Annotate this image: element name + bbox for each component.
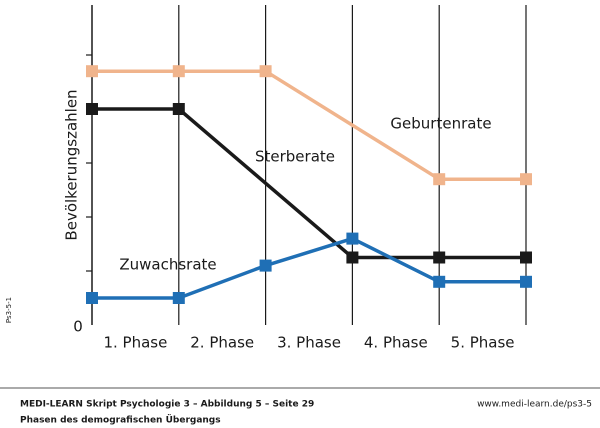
y-tick-label: 0 xyxy=(73,318,83,336)
x-tick-label: 2. Phase xyxy=(190,334,254,352)
marker xyxy=(433,275,446,288)
marker xyxy=(520,275,532,288)
marker xyxy=(86,103,98,115)
marker xyxy=(172,292,185,304)
series-label: Sterberate xyxy=(255,148,335,166)
x-tick-label: 3. Phase xyxy=(277,334,341,352)
x-tick-label: 5. Phase xyxy=(451,334,515,352)
side-code: Ps3-5-1 xyxy=(5,297,13,323)
marker xyxy=(259,259,272,272)
marker xyxy=(346,232,359,245)
marker xyxy=(86,65,98,78)
marker xyxy=(346,251,359,264)
marker xyxy=(520,173,532,186)
x-tick-label: 4. Phase xyxy=(364,334,428,352)
marker xyxy=(433,251,446,264)
series-label: Zuwachsrate xyxy=(119,256,216,274)
y-axis-label: Bevölkerungszahlen xyxy=(63,89,81,240)
x-tick-label: 1. Phase xyxy=(103,334,167,352)
marker xyxy=(259,65,272,78)
marker xyxy=(172,65,185,78)
marker xyxy=(86,292,98,304)
series-label: Geburtenrate xyxy=(390,115,491,133)
series-line xyxy=(92,236,526,300)
footer-caption: Phasen des demografischen Übergangs xyxy=(20,415,221,426)
footer-url: www.medi-learn.de/ps3-5 xyxy=(477,400,592,410)
marker xyxy=(172,103,185,115)
marker xyxy=(520,251,532,264)
footer-source: MEDI-LEARN Skript Psychologie 3 – Abbild… xyxy=(20,400,314,410)
marker xyxy=(433,173,446,186)
